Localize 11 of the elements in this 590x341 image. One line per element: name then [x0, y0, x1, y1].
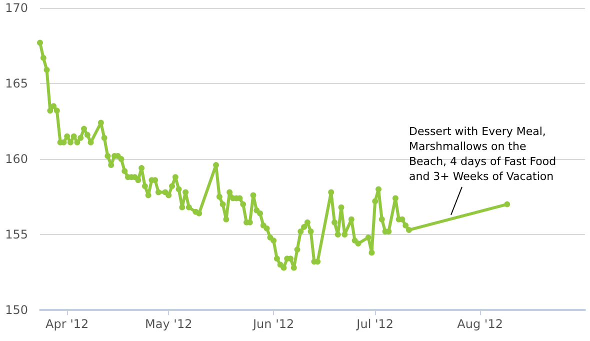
x-tick-label: Apr '12 [46, 317, 89, 331]
x-tick-label: Aug '12 [457, 317, 503, 331]
x-tick-label: May '12 [145, 317, 192, 331]
y-tick-label: 150 [5, 303, 28, 317]
y-tick-label: 160 [5, 152, 28, 166]
annotation: Dessert with Every Meal, Marshmallows on the Beach, 4 days of Fast Food and 3+ Weeks of Vacation [408, 124, 556, 183]
y-tick-label: 170 [5, 1, 28, 15]
x-tick-label: Jul '12 [356, 317, 394, 331]
y-tick-label: 155 [5, 228, 28, 242]
x-tick-label: Jun '12 [252, 317, 294, 331]
y-tick-label: 165 [5, 76, 28, 90]
